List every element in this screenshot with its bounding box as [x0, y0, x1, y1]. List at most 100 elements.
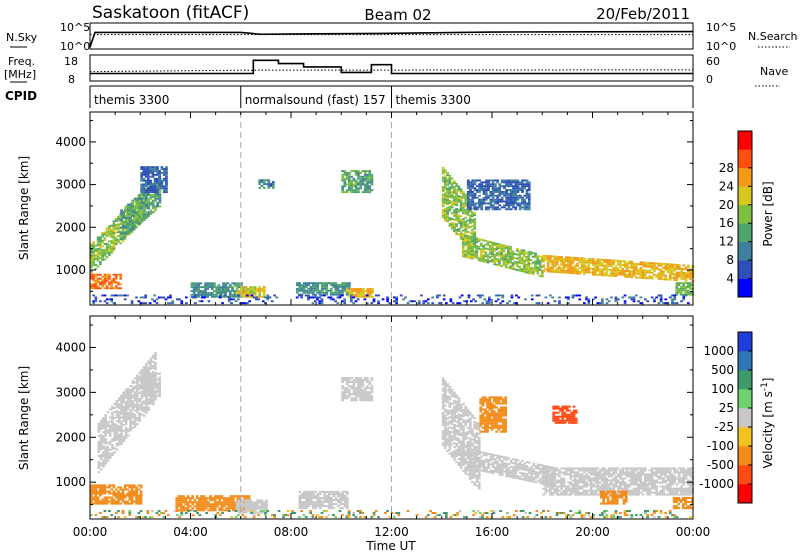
- power-cell: [507, 183, 511, 186]
- velocity-cell: [124, 392, 128, 395]
- power-cell: [603, 260, 606, 263]
- power-cell: [525, 206, 529, 209]
- velocity-cell: [133, 413, 137, 416]
- power-cell: [157, 296, 161, 299]
- velocity-cell: [193, 499, 197, 502]
- velocity-cell: [444, 439, 447, 441]
- power-cell: [126, 294, 129, 297]
- power-cell: [502, 254, 506, 256]
- velocity-cell: [153, 382, 157, 385]
- velocity-cell: [446, 417, 449, 420]
- velocity-cell: [359, 389, 362, 392]
- velocity-cell: [133, 391, 137, 394]
- power-cell: [478, 294, 482, 297]
- power-cell: [504, 256, 508, 259]
- velocity-cell: [213, 509, 217, 512]
- power-cell: [154, 209, 157, 212]
- velocity-cell: [101, 492, 104, 495]
- power-cell: [121, 294, 125, 297]
- velocity-cell: [204, 503, 208, 506]
- velocity-cell: [341, 507, 345, 510]
- velocity-cell: [244, 511, 248, 514]
- power-cell: [657, 268, 661, 271]
- power-cell: [499, 294, 502, 297]
- power-cell: [348, 292, 352, 294]
- velocity-cell: [136, 378, 139, 381]
- power-cell: [213, 290, 216, 292]
- power-cell: [142, 166, 146, 169]
- power-cell: [296, 282, 299, 285]
- power-cell: [92, 302, 95, 305]
- power-cell: [491, 185, 495, 188]
- velocity-cell: [106, 411, 110, 414]
- power-cell: [510, 296, 514, 299]
- velocity-cell: [359, 379, 362, 382]
- velocity-cell: [104, 448, 107, 451]
- power-cell: [639, 269, 643, 271]
- power-cell: [455, 204, 458, 206]
- velocity-cell: [120, 410, 123, 413]
- power-cell: [94, 273, 98, 276]
- power-cell: [598, 274, 602, 276]
- velocity-cell: [133, 393, 137, 396]
- power-cell: [208, 282, 212, 285]
- velocity-cell: [97, 463, 101, 466]
- power-cell: [610, 259, 613, 262]
- velocity-cell: [457, 458, 461, 460]
- power-cell: [639, 271, 643, 273]
- velocity-cell: [129, 413, 132, 416]
- velocity-cell: [119, 492, 123, 495]
- velocity-cell: [332, 490, 336, 493]
- power-cell: [555, 267, 559, 270]
- power-cell: [226, 282, 230, 285]
- radar-title: Saskatoon (fitACF): [92, 3, 249, 23]
- velocity-cell: [236, 499, 240, 502]
- velocity-cell: [359, 393, 362, 396]
- power-cell: [505, 192, 508, 195]
- power-cell: [589, 267, 593, 270]
- power-cell: [350, 296, 353, 299]
- power-cell: [240, 290, 243, 292]
- power-cell: [603, 266, 606, 269]
- power-cell: [154, 197, 157, 200]
- power-cell: [142, 302, 145, 305]
- power-cell: [507, 194, 511, 197]
- power-cell: [307, 294, 310, 297]
- power-cell: [455, 192, 458, 195]
- power-cell: [612, 275, 615, 277]
- velocity-cell: [462, 455, 465, 458]
- power-cell: [677, 267, 681, 270]
- velocity-cell: [339, 495, 342, 497]
- power-cell: [142, 183, 146, 186]
- velocity-cell: [142, 368, 146, 371]
- power-cell: [441, 168, 445, 171]
- velocity-cell: [175, 499, 179, 502]
- power-cell: [567, 302, 570, 305]
- velocity-cell: [99, 438, 103, 440]
- velocity-cell: [238, 507, 241, 510]
- power-cell: [124, 226, 128, 229]
- velocity-cell: [314, 501, 318, 503]
- power-cell: [632, 274, 636, 277]
- power-cell: [160, 187, 164, 190]
- velocity-cell: [115, 414, 119, 417]
- power-cell: [381, 298, 385, 301]
- power-cell: [639, 274, 643, 277]
- velocity-cell: [133, 387, 137, 390]
- power-cell: [482, 247, 485, 249]
- power-cell: [318, 293, 322, 296]
- velocity-cell: [441, 442, 445, 445]
- power-cell: [473, 214, 477, 216]
- velocity-cell: [115, 400, 119, 402]
- power-cell: [666, 263, 670, 266]
- power-cell: [484, 243, 488, 246]
- power-cell: [512, 192, 515, 195]
- velocity-cell: [209, 499, 212, 502]
- power-cell: [457, 218, 461, 221]
- power-cell: [151, 201, 155, 204]
- velocity-cell: [450, 451, 454, 454]
- velocity-cell: [115, 420, 119, 423]
- velocity-cell: [450, 437, 454, 440]
- power-cell: [630, 262, 634, 265]
- velocity-cell: [462, 441, 465, 444]
